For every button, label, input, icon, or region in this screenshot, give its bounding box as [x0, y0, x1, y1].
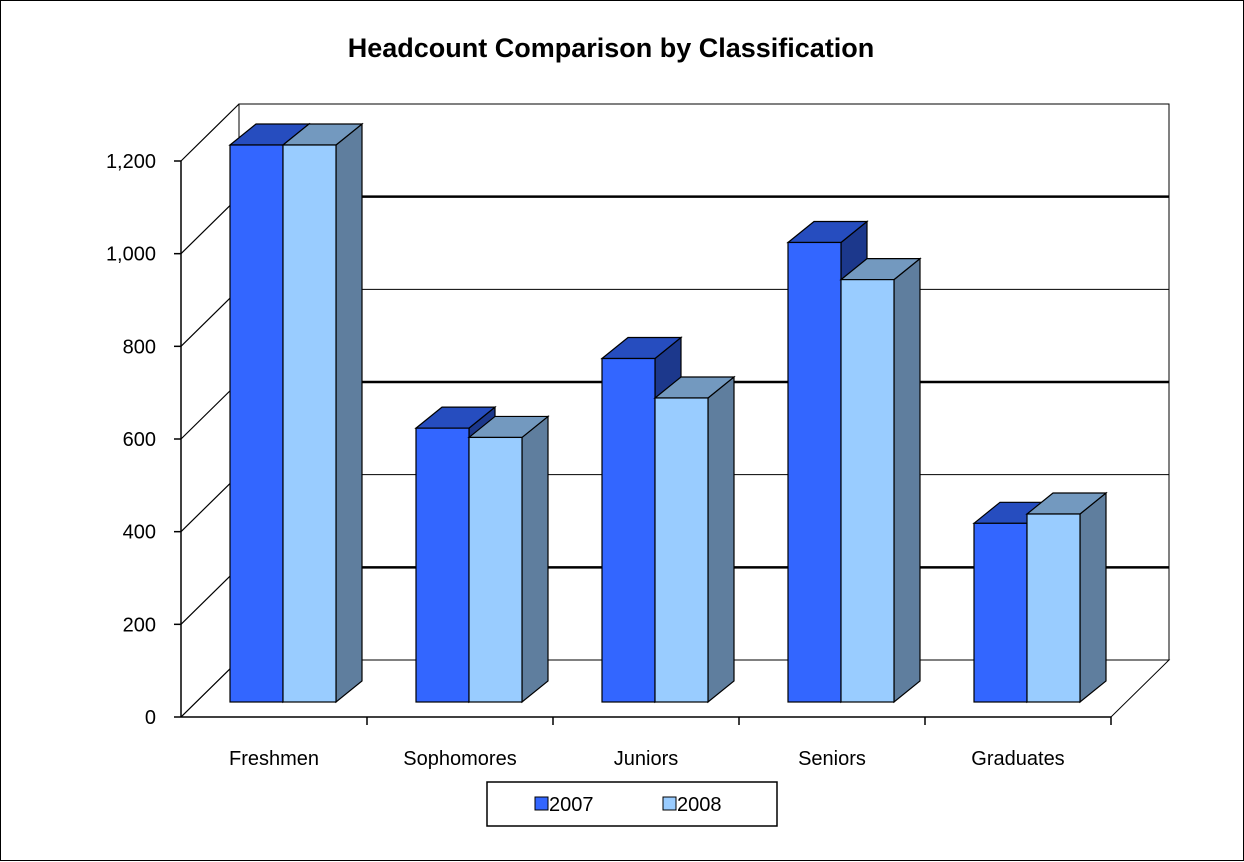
- bar-front-face: [229, 144, 284, 703]
- side-gridline: [180, 474, 240, 533]
- y-axis-tick-labels: 0 200 400 600 800 1,000 1,200: [106, 151, 156, 729]
- bar-front-face: [1026, 513, 1081, 703]
- bar-graduates-2008: [1025, 491, 1108, 704]
- bar-seniors-2008: [839, 257, 922, 704]
- bar-juniors-2008: [653, 375, 736, 704]
- x-axis-tick-labels: Freshmen Sophomores Juniors Seniors Graduate…: [229, 748, 1065, 770]
- legend-swatch-2007: [534, 796, 549, 811]
- legend-label-2008: 2008: [677, 794, 722, 816]
- side-gridline: [180, 288, 240, 347]
- y-tick-label: 1,200: [106, 151, 156, 173]
- chart-bars: [228, 122, 1108, 704]
- bar-sophomores-2008: [467, 415, 550, 704]
- side-gridline: [180, 659, 240, 718]
- bar-side-face: [893, 257, 921, 704]
- legend-box: [486, 781, 778, 827]
- bar-side-face: [707, 375, 735, 704]
- side-gridline: [180, 196, 240, 255]
- chart-legend: 2007 2008: [486, 781, 778, 827]
- bar-front-face: [415, 427, 470, 703]
- side-gridline: [180, 381, 240, 440]
- bar-front-face: [282, 144, 337, 703]
- side-gridline: [180, 566, 240, 625]
- y-tick-label: 600: [123, 429, 156, 451]
- x-tick-label: Seniors: [798, 748, 866, 770]
- bar-front-face: [840, 279, 895, 703]
- y-tick-label: 400: [123, 522, 156, 544]
- bar-side-face: [335, 122, 363, 704]
- chart-title: Headcount Comparison by Classification: [348, 33, 875, 63]
- bar-front-face: [973, 522, 1028, 703]
- chart-axes: [174, 160, 1112, 725]
- y-tick-label: 0: [145, 707, 156, 729]
- bar-front-face: [654, 397, 709, 703]
- bar-side-face: [1079, 491, 1107, 704]
- y-tick-label: 1,000: [106, 244, 156, 266]
- x-tick-label: Juniors: [614, 748, 678, 770]
- bar-front-face: [601, 357, 656, 703]
- x-tick-label: Graduates: [971, 748, 1064, 770]
- y-tick-label: 200: [123, 614, 156, 636]
- x-tick-label: Sophomores: [403, 748, 516, 770]
- bar-freshmen-2008: [281, 122, 364, 704]
- side-gridline: [180, 103, 240, 162]
- y-tick-label: 800: [123, 336, 156, 358]
- x-tick-label: Freshmen: [229, 748, 319, 770]
- bar-front-face: [468, 436, 523, 703]
- bar-side-face: [521, 415, 549, 704]
- legend-swatch-2008: [662, 796, 677, 811]
- bar-front-face: [787, 241, 842, 703]
- legend-label-2007: 2007: [549, 794, 594, 816]
